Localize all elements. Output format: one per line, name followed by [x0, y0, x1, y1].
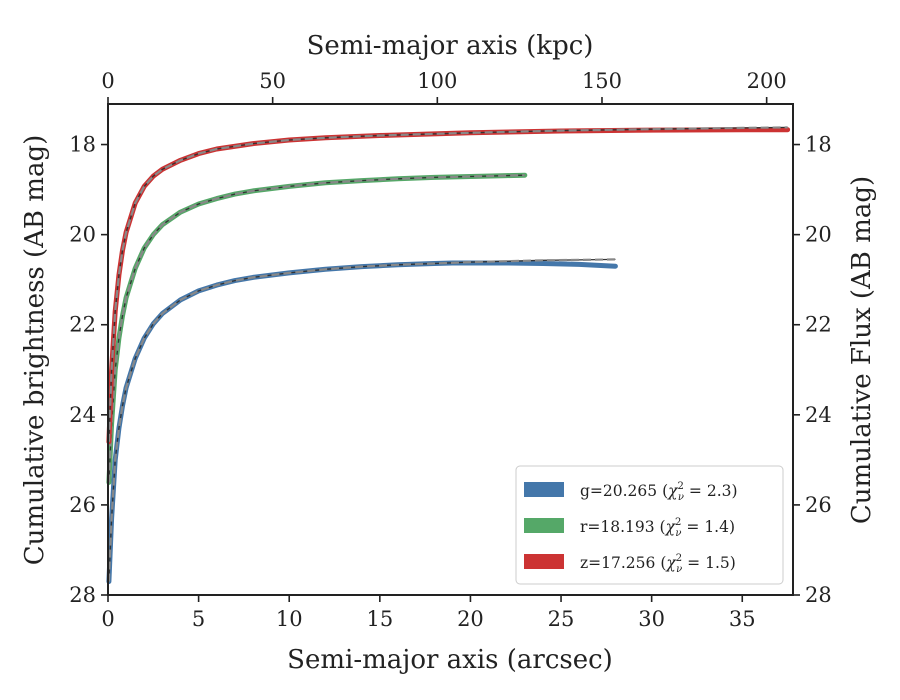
top-x-tick-label-0: 0	[101, 69, 114, 93]
legend-swatch-2	[524, 554, 564, 569]
legend-label-1: r=18.193 (χ2 ν = 1.4)	[580, 517, 735, 539]
right-y-tick-label-2: 22	[805, 313, 832, 337]
legend-box	[515, 465, 784, 585]
y-tick-label-3: 24	[69, 403, 96, 427]
x-tick-label-6: 30	[638, 607, 665, 631]
top-x-tick-label-3: 150	[582, 69, 622, 93]
ticks-layer: 0 5 10 15 20 25 30 35 0 50 100 150 200 18 18 20 20 22 22 24…	[69, 69, 831, 631]
right-y-tick-label-5: 28	[805, 583, 832, 607]
x-tick-label-0: 0	[101, 607, 114, 631]
right-y-tick-label-4: 26	[805, 493, 832, 517]
x-tick-label-5: 25	[548, 607, 575, 631]
model-line-0	[107, 258, 616, 582]
plot-frame	[107, 103, 794, 596]
plot-layer	[106, 126, 791, 584]
y-tick-label-5: 28	[69, 583, 96, 607]
model-line-1	[107, 174, 525, 483]
series-line-1	[106, 172, 528, 485]
right-y-axis-title: Cumulative Flux (AB mag)	[847, 176, 877, 524]
legend: g=20.265 (χ2 ν = 2.3) r=18.193 (χ2 ν = 1.4)…	[515, 465, 784, 585]
y-tick-label-4: 26	[69, 493, 96, 517]
y-axis-title: Cumulative brightness (AB mag)	[20, 135, 50, 566]
legend-swatch-0	[524, 482, 564, 497]
model-line-2	[107, 126, 788, 442]
top-x-tick-label-1: 50	[259, 69, 286, 93]
x-tick-label-3: 15	[366, 607, 393, 631]
top-x-tick-label-2: 100	[417, 69, 457, 93]
top-x-axis-title: Semi-major axis (kpc)	[307, 31, 594, 61]
right-y-tick-label-3: 24	[805, 403, 832, 427]
x-axis-title: Semi-major axis (arcsec)	[287, 645, 613, 675]
right-y-tick-label-0: 18	[805, 133, 832, 157]
x-tick-label-2: 10	[276, 607, 303, 631]
x-tick-label-7: 35	[729, 607, 756, 631]
y-tick-label-2: 22	[69, 313, 96, 337]
legend-swatch-1	[524, 518, 564, 533]
top-x-tick-label-4: 200	[747, 69, 787, 93]
x-tick-label-4: 20	[457, 607, 484, 631]
y-tick-label-1: 20	[69, 223, 96, 247]
right-y-tick-label-1: 20	[805, 223, 832, 247]
y-tick-label-0: 18	[69, 133, 96, 157]
legend-label-2: z=17.256 (χ2 ν = 1.5)	[580, 553, 736, 575]
x-tick-label-1: 5	[192, 607, 205, 631]
legend-label-0: g=20.265 (χ2 ν = 2.3)	[580, 481, 738, 503]
